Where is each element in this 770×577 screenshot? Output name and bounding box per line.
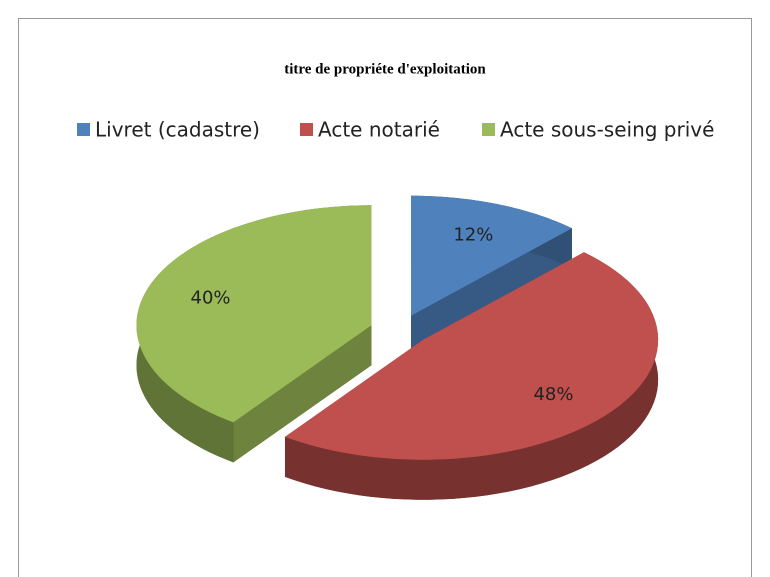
slice bbox=[284, 252, 659, 460]
legend-swatch bbox=[482, 123, 495, 136]
data-label: 40% bbox=[191, 288, 231, 309]
slice bbox=[136, 205, 372, 423]
chart-title: titre de propriéte d'exploitation bbox=[284, 61, 486, 77]
slice bbox=[411, 195, 572, 316]
legend-label: Acte notarié bbox=[318, 118, 440, 142]
slice-wall bbox=[411, 228, 572, 356]
legend-label: Livret (cadastre) bbox=[95, 118, 260, 142]
data-label: 48% bbox=[533, 384, 573, 405]
legend-label: Acte sous-seing privé bbox=[500, 118, 714, 142]
slice-wall bbox=[233, 325, 372, 463]
data-label: 12% bbox=[453, 224, 493, 245]
legend-swatch bbox=[300, 123, 313, 136]
slice-wall bbox=[284, 252, 659, 500]
legend-swatch bbox=[77, 123, 90, 136]
